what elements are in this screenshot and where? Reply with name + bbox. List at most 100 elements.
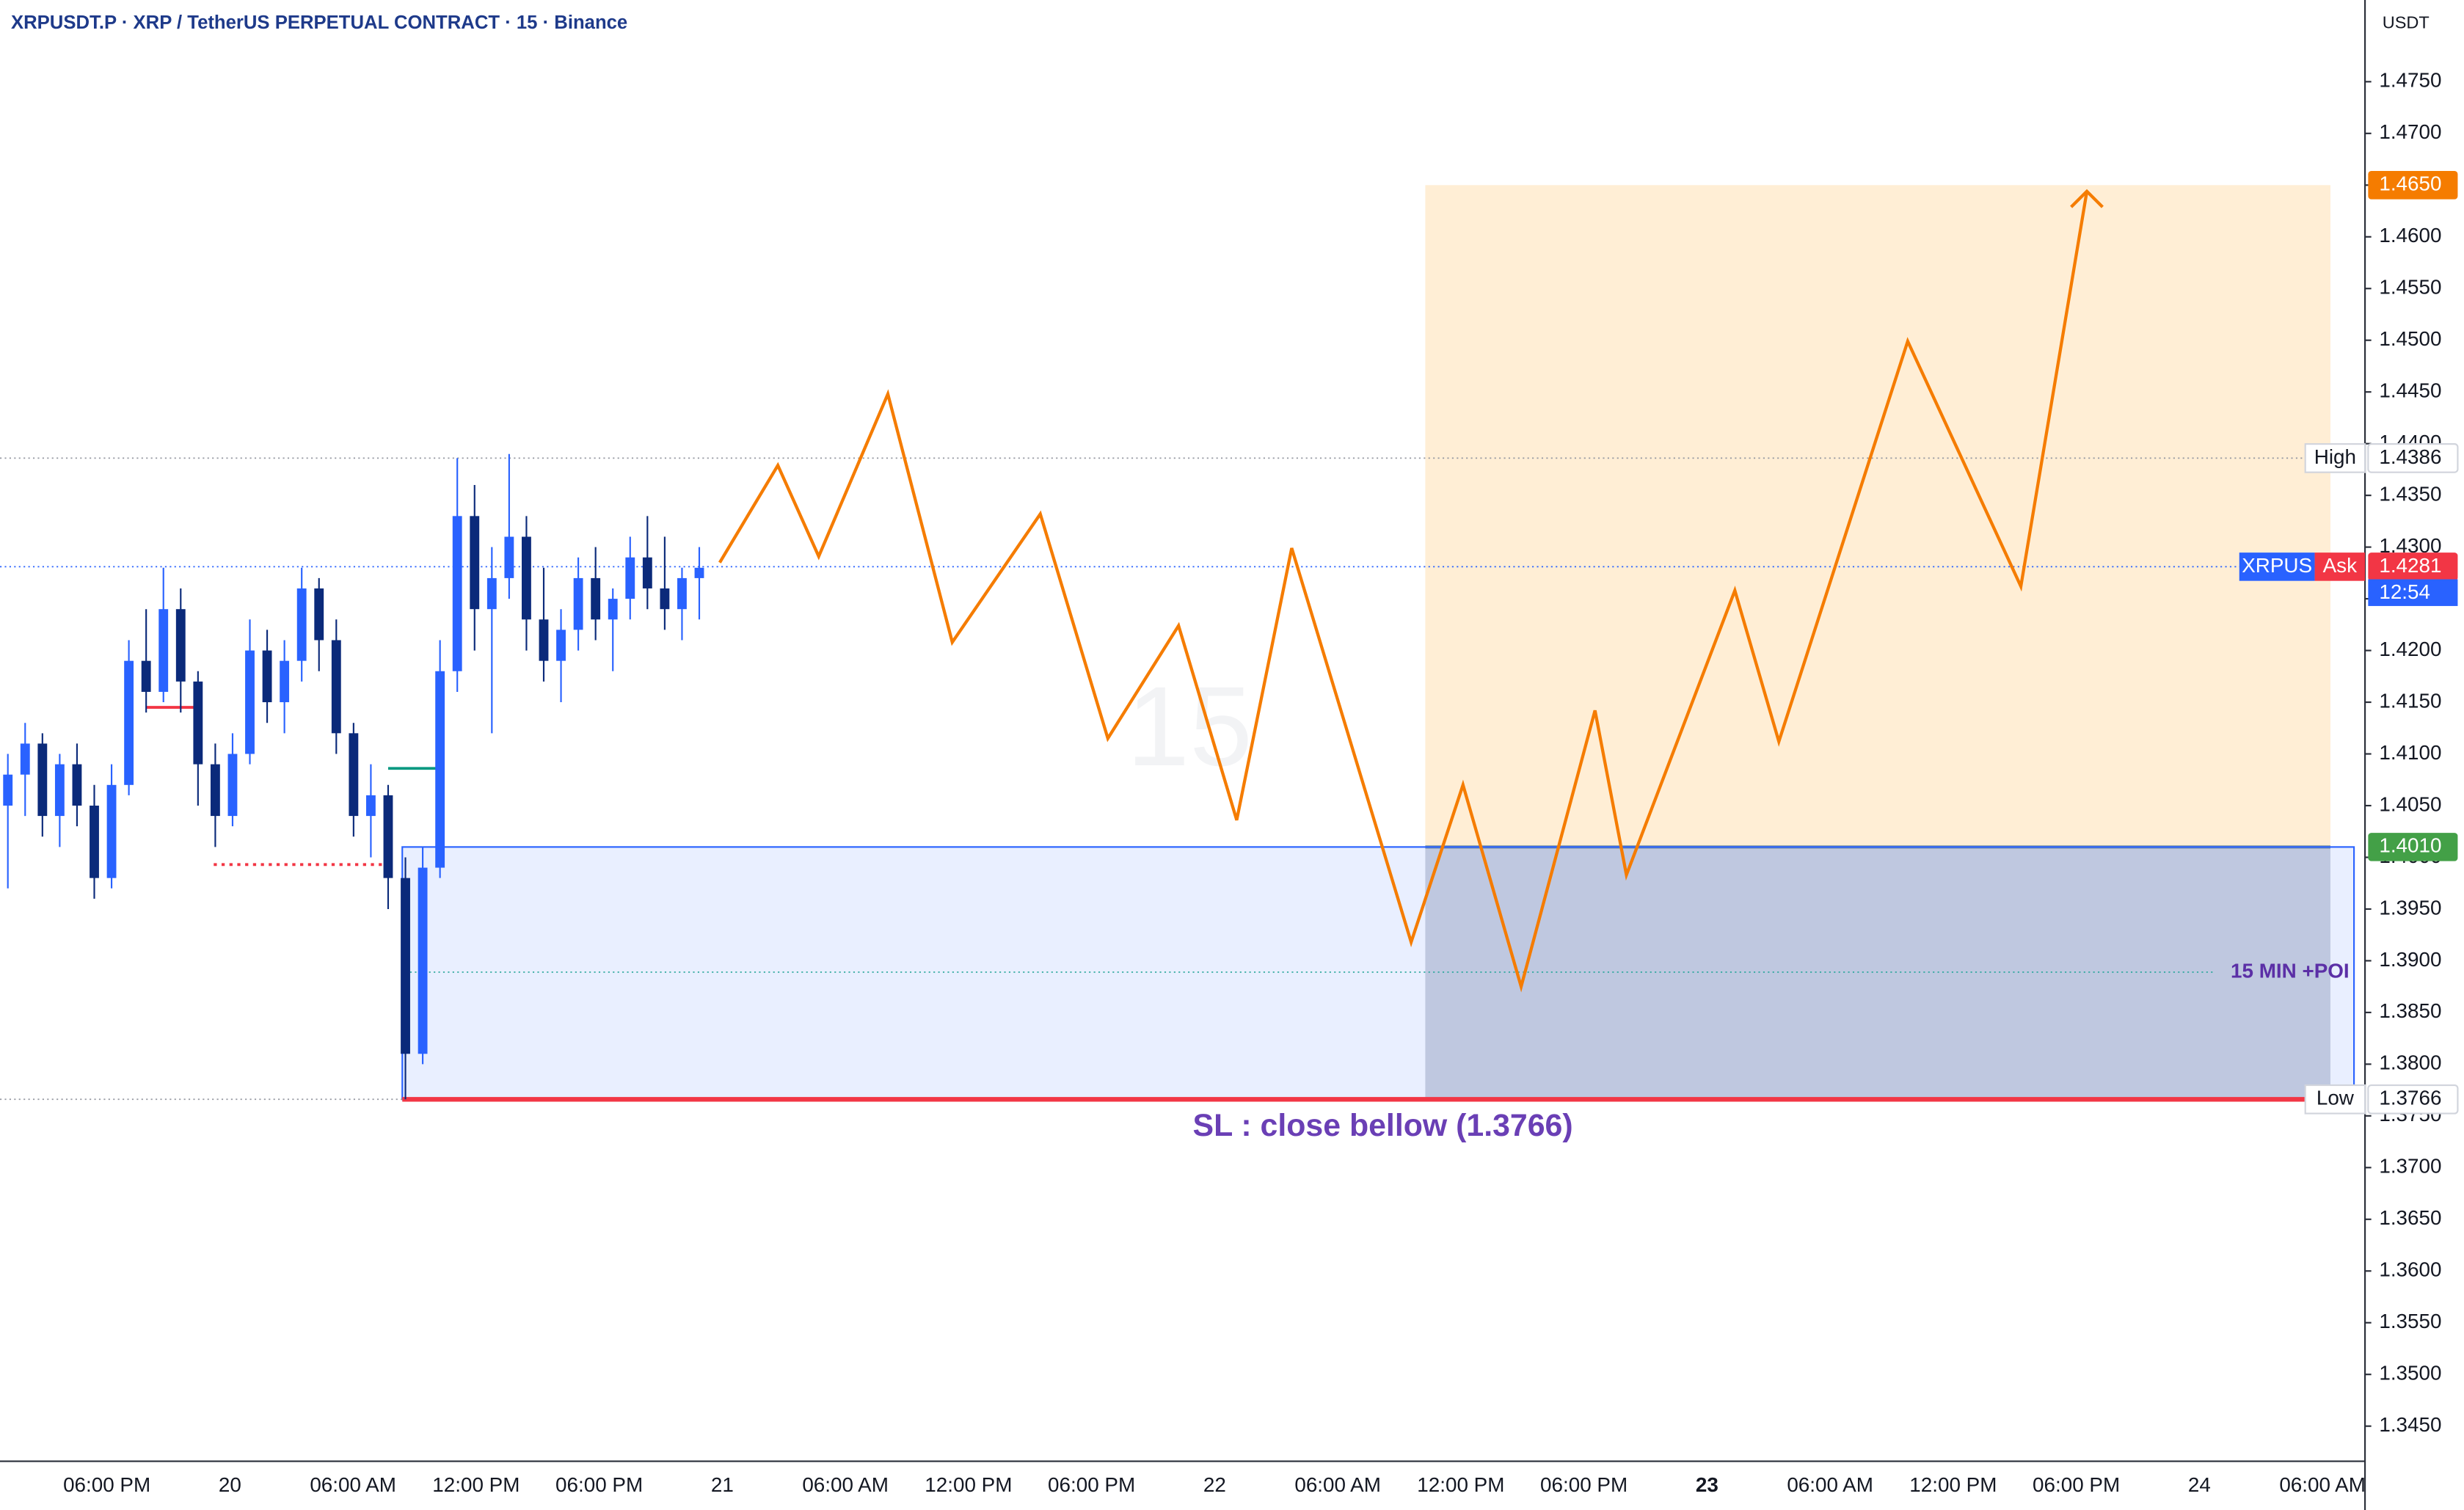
candle-body <box>694 567 704 578</box>
candle-body <box>591 577 601 620</box>
candle-body <box>418 867 428 1054</box>
candle-body <box>452 516 462 671</box>
x-tick-label: 06:00 AM <box>802 1473 889 1496</box>
candle-body <box>642 557 652 589</box>
y-tick-label: 1.3850 <box>2379 999 2441 1022</box>
x-tick-label: 06:00 AM <box>2279 1473 2366 1496</box>
candle-body <box>660 588 670 610</box>
y-tick-label: 1.4600 <box>2379 224 2441 247</box>
price-tag <box>2304 1084 2366 1115</box>
price-marker <box>2367 443 2459 473</box>
symbol-tag-label: XRPUS <box>2242 554 2312 577</box>
ask-tag <box>2314 552 2366 581</box>
price-marker <box>2367 1084 2459 1115</box>
y-tick-label: 1.4200 <box>2379 638 2441 660</box>
target-zone <box>1425 185 2330 847</box>
poi-label: 15 MIN +POI <box>2231 959 2350 982</box>
x-tick-label: 06:00 PM <box>2033 1473 2120 1496</box>
y-tick-label: 1.4350 <box>2379 483 2441 506</box>
candle-body <box>677 577 687 610</box>
x-tick-label: 12:00 PM <box>432 1473 520 1496</box>
y-tick-label: 1.3700 <box>2379 1155 2441 1178</box>
x-tick-label: 12:00 PM <box>1417 1473 1504 1496</box>
x-tick-label: 06:00 AM <box>310 1473 396 1496</box>
candle-body <box>20 743 30 775</box>
candle-body <box>90 805 99 878</box>
candle-body <box>3 774 13 806</box>
candle-body <box>486 577 497 610</box>
ask-tag-label: Ask <box>2323 554 2357 577</box>
price-marker-label: 1.4281 <box>2379 554 2441 577</box>
y-tick-label: 1.3550 <box>2379 1310 2441 1332</box>
candle-body <box>539 619 549 661</box>
candle-body <box>124 660 134 785</box>
y-tick-label: 1.3900 <box>2379 948 2441 971</box>
x-tick-label: 12:00 PM <box>925 1473 1012 1496</box>
y-tick-label: 1.3500 <box>2379 1362 2441 1385</box>
plot-layer: 15 15 MIN +POI SL : close bellow (1.3766) <box>0 185 2366 1143</box>
candle-body <box>625 557 635 599</box>
poi-zone <box>401 846 2355 1101</box>
price-tag-label: High <box>2314 445 2356 468</box>
price-marker <box>2368 833 2458 861</box>
candle-body <box>349 733 359 817</box>
candle-body <box>365 795 376 817</box>
candle-body <box>227 754 238 817</box>
projection-arrow <box>2070 189 2104 208</box>
price-marker-label: 1.3766 <box>2379 1087 2441 1109</box>
candle-body <box>54 764 65 817</box>
candle-body <box>262 650 272 703</box>
y-tick-label: 1.4700 <box>2379 120 2441 143</box>
x-tick-label: 23 <box>1696 1473 1718 1496</box>
price-marker-label: 1.4010 <box>2379 834 2441 857</box>
x-tick-label: 12:00 PM <box>1909 1473 1997 1496</box>
candle-body <box>435 671 445 868</box>
candle-body <box>296 588 307 661</box>
candle-body <box>72 764 82 806</box>
y-tick-label: 1.3600 <box>2379 1258 2441 1281</box>
countdown-label: 12:54 <box>2379 580 2430 603</box>
price-marker <box>2368 552 2458 581</box>
x-tick-label: 06:00 PM <box>1540 1473 1628 1496</box>
candle-body <box>280 660 290 703</box>
symbol-tag <box>2239 552 2315 581</box>
candle-body <box>401 878 410 1054</box>
y-tick-label: 1.4100 <box>2379 741 2441 764</box>
candle-body <box>383 795 393 878</box>
currency-label: USDT <box>2383 12 2430 32</box>
candle-body <box>314 588 324 641</box>
countdown-box <box>2368 579 2458 606</box>
stop-zone <box>1425 847 2330 1100</box>
candle-body <box>522 536 531 620</box>
x-tick-label: 24 <box>2188 1473 2211 1496</box>
price-marker-label: 1.4386 <box>2379 445 2441 468</box>
candle-body <box>504 536 514 578</box>
candle-body <box>245 650 255 754</box>
candle-body <box>608 599 618 620</box>
candle-body <box>37 743 48 817</box>
y-tick-label: 1.3800 <box>2379 1051 2441 1074</box>
x-tick-label: 06:00 PM <box>1048 1473 1135 1496</box>
price-marker <box>2368 171 2458 200</box>
y-tick-label: 1.4750 <box>2379 69 2441 92</box>
projection-path <box>718 191 2089 993</box>
candle-body <box>158 609 169 692</box>
x-tick-label: 20 <box>219 1473 241 1496</box>
x-tick-label: 06:00 AM <box>1294 1473 1381 1496</box>
candle-body <box>193 681 203 765</box>
x-tick-label: 21 <box>711 1473 734 1496</box>
price-marker-label: 1.4650 <box>2379 172 2441 195</box>
chart-title: XRPUSDT.P · XRP / TetherUS PERPETUAL CON… <box>11 12 627 33</box>
x-tick-label: 06:00 AM <box>1787 1473 1873 1496</box>
candle-body <box>141 660 151 692</box>
x-tick-label: 06:00 PM <box>63 1473 150 1496</box>
candle-body <box>331 640 341 734</box>
y-tick-label: 1.3650 <box>2379 1206 2441 1229</box>
price-tag <box>2304 443 2366 473</box>
candle-body <box>573 577 583 630</box>
candle-body <box>106 784 117 878</box>
y-tick-label: 1.4050 <box>2379 792 2441 815</box>
stop-loss-label: SL : close bellow (1.3766) <box>1193 1108 1573 1143</box>
y-tick-label: 1.4550 <box>2379 276 2441 299</box>
